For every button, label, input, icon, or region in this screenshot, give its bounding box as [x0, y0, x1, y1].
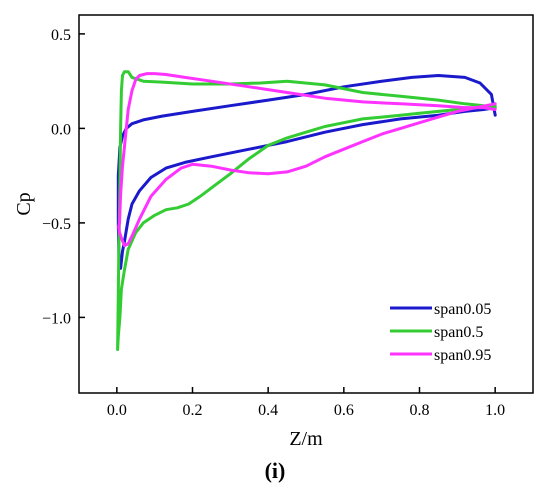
- y-tick-label: 0.5: [51, 27, 71, 44]
- legend: span0.05 span0.5 span0.95: [390, 301, 491, 364]
- x-tick-label: 0.4: [258, 402, 278, 419]
- x-tick-label: 0.8: [410, 402, 430, 419]
- x-tick-label: 0.0: [107, 402, 127, 419]
- series-line-1: [116, 70, 497, 351]
- y-tick-label: 0.0: [51, 121, 71, 138]
- x-tick-label: 0.2: [183, 402, 203, 419]
- y-tick-label: −0.5: [42, 216, 71, 233]
- y-tick-label: −1.0: [42, 310, 71, 327]
- panel-label: (i): [265, 458, 286, 483]
- x-axis-title: Z/m: [289, 428, 323, 450]
- series-line-2: [117, 72, 497, 248]
- axis-ticks: 0.0 0.2 0.4 0.6 0.8 1.0 0.5 0.0 −0.5 −1.0: [42, 27, 505, 419]
- legend-label-0: span0.05: [434, 301, 491, 318]
- series-layer: [116, 70, 497, 351]
- y-axis-title: Cp: [13, 192, 35, 215]
- plot-frame: [78, 14, 534, 394]
- x-tick-label: 1.0: [485, 402, 505, 419]
- x-tick-label: 0.6: [334, 402, 354, 419]
- legend-label-1: span0.5: [434, 324, 483, 341]
- legend-label-2: span0.95: [434, 347, 491, 364]
